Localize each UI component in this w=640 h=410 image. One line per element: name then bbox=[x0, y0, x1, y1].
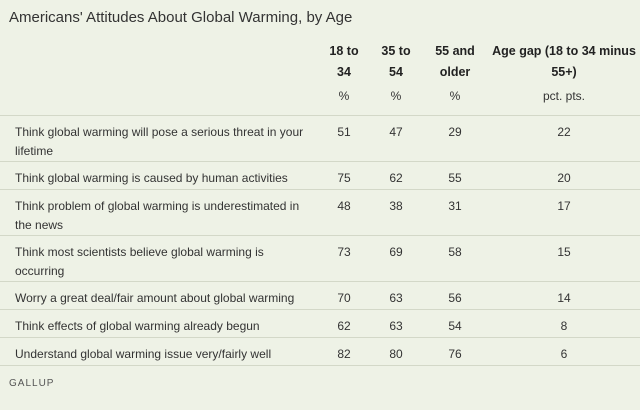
value-age-55-older: 55 bbox=[422, 161, 488, 190]
row-label: Think problem of global warming is under… bbox=[0, 189, 318, 236]
value-age-gap: 8 bbox=[488, 309, 640, 338]
value-age-55-older: 29 bbox=[422, 115, 488, 162]
header-age-18-34: 18 to 34 bbox=[318, 40, 370, 85]
row-label: Worry a great deal/fair amount about glo… bbox=[0, 281, 318, 310]
value-age-35-54: 47 bbox=[370, 115, 422, 162]
value-age-55-older: 54 bbox=[422, 309, 488, 338]
row-label: Understand global warming issue very/fai… bbox=[0, 337, 318, 366]
table-row: Think problem of global warming is under… bbox=[0, 189, 640, 236]
row-label: Think global warming is caused by human … bbox=[0, 161, 318, 190]
attitudes-table: 18 to 34 35 to 54 55 and older Age gap (… bbox=[0, 40, 640, 366]
table-title: Americans' Attitudes About Global Warmin… bbox=[9, 9, 353, 26]
unit-age-18-34: % bbox=[318, 85, 370, 116]
value-age-18-34: 70 bbox=[318, 281, 370, 310]
units-blank bbox=[0, 85, 318, 116]
header-age-35-54-line2: 54 bbox=[389, 65, 403, 79]
header-age-55-older: 55 and older bbox=[422, 40, 488, 85]
value-age-gap: 14 bbox=[488, 281, 640, 310]
table-row: Understand global warming issue very/fai… bbox=[0, 337, 640, 366]
value-age-gap: 20 bbox=[488, 161, 640, 190]
header-age-35-54: 35 to 54 bbox=[370, 40, 422, 85]
table-row: Think global warming will pose a serious… bbox=[0, 115, 640, 162]
value-age-55-older: 56 bbox=[422, 281, 488, 310]
value-age-55-older: 76 bbox=[422, 337, 488, 366]
table-row: Think global warming is caused by human … bbox=[0, 161, 640, 190]
header-age-gap: Age gap (18 to 34 minus 55+) bbox=[488, 40, 640, 85]
value-age-18-34: 62 bbox=[318, 309, 370, 338]
header-age-gap-line1: Age gap (18 to 34 minus bbox=[492, 44, 636, 58]
table-row: Think effects of global warming already … bbox=[0, 309, 640, 338]
value-age-35-54: 80 bbox=[370, 337, 422, 366]
row-label: Think most scientists believe global war… bbox=[0, 235, 318, 282]
header-blank bbox=[0, 40, 318, 85]
header-age-gap-line2: 55+) bbox=[551, 65, 577, 79]
header-age-55-older-line1: 55 and bbox=[435, 44, 475, 58]
value-age-gap: 6 bbox=[488, 337, 640, 366]
source-label: GALLUP bbox=[9, 378, 55, 389]
header-age-35-54-line1: 35 to bbox=[381, 44, 411, 58]
header-age-18-34-line2: 34 bbox=[337, 65, 351, 79]
value-age-55-older: 58 bbox=[422, 235, 488, 282]
header-age-55-older-line2: older bbox=[439, 65, 471, 79]
value-age-35-54: 63 bbox=[370, 281, 422, 310]
value-age-18-34: 48 bbox=[318, 189, 370, 236]
header-row: 18 to 34 35 to 54 55 and older Age gap (… bbox=[0, 40, 640, 85]
value-age-35-54: 69 bbox=[370, 235, 422, 282]
value-age-18-34: 82 bbox=[318, 337, 370, 366]
value-age-18-34: 75 bbox=[318, 161, 370, 190]
row-label: Think global warming will pose a serious… bbox=[0, 115, 318, 162]
unit-age-gap: pct. pts. bbox=[488, 85, 640, 116]
table-row: Think most scientists believe global war… bbox=[0, 235, 640, 282]
value-age-35-54: 62 bbox=[370, 161, 422, 190]
value-age-gap: 17 bbox=[488, 189, 640, 236]
unit-age-55-older: % bbox=[422, 85, 488, 116]
units-row: % % % pct. pts. bbox=[0, 85, 640, 116]
table-row: Worry a great deal/fair amount about glo… bbox=[0, 281, 640, 310]
row-label: Think effects of global warming already … bbox=[0, 309, 318, 338]
value-age-gap: 22 bbox=[488, 115, 640, 162]
value-age-18-34: 51 bbox=[318, 115, 370, 162]
value-age-gap: 15 bbox=[488, 235, 640, 282]
value-age-18-34: 73 bbox=[318, 235, 370, 282]
value-age-35-54: 63 bbox=[370, 309, 422, 338]
unit-age-35-54: % bbox=[370, 85, 422, 116]
value-age-55-older: 31 bbox=[422, 189, 488, 236]
value-age-35-54: 38 bbox=[370, 189, 422, 236]
header-age-18-34-line1: 18 to bbox=[329, 44, 359, 58]
